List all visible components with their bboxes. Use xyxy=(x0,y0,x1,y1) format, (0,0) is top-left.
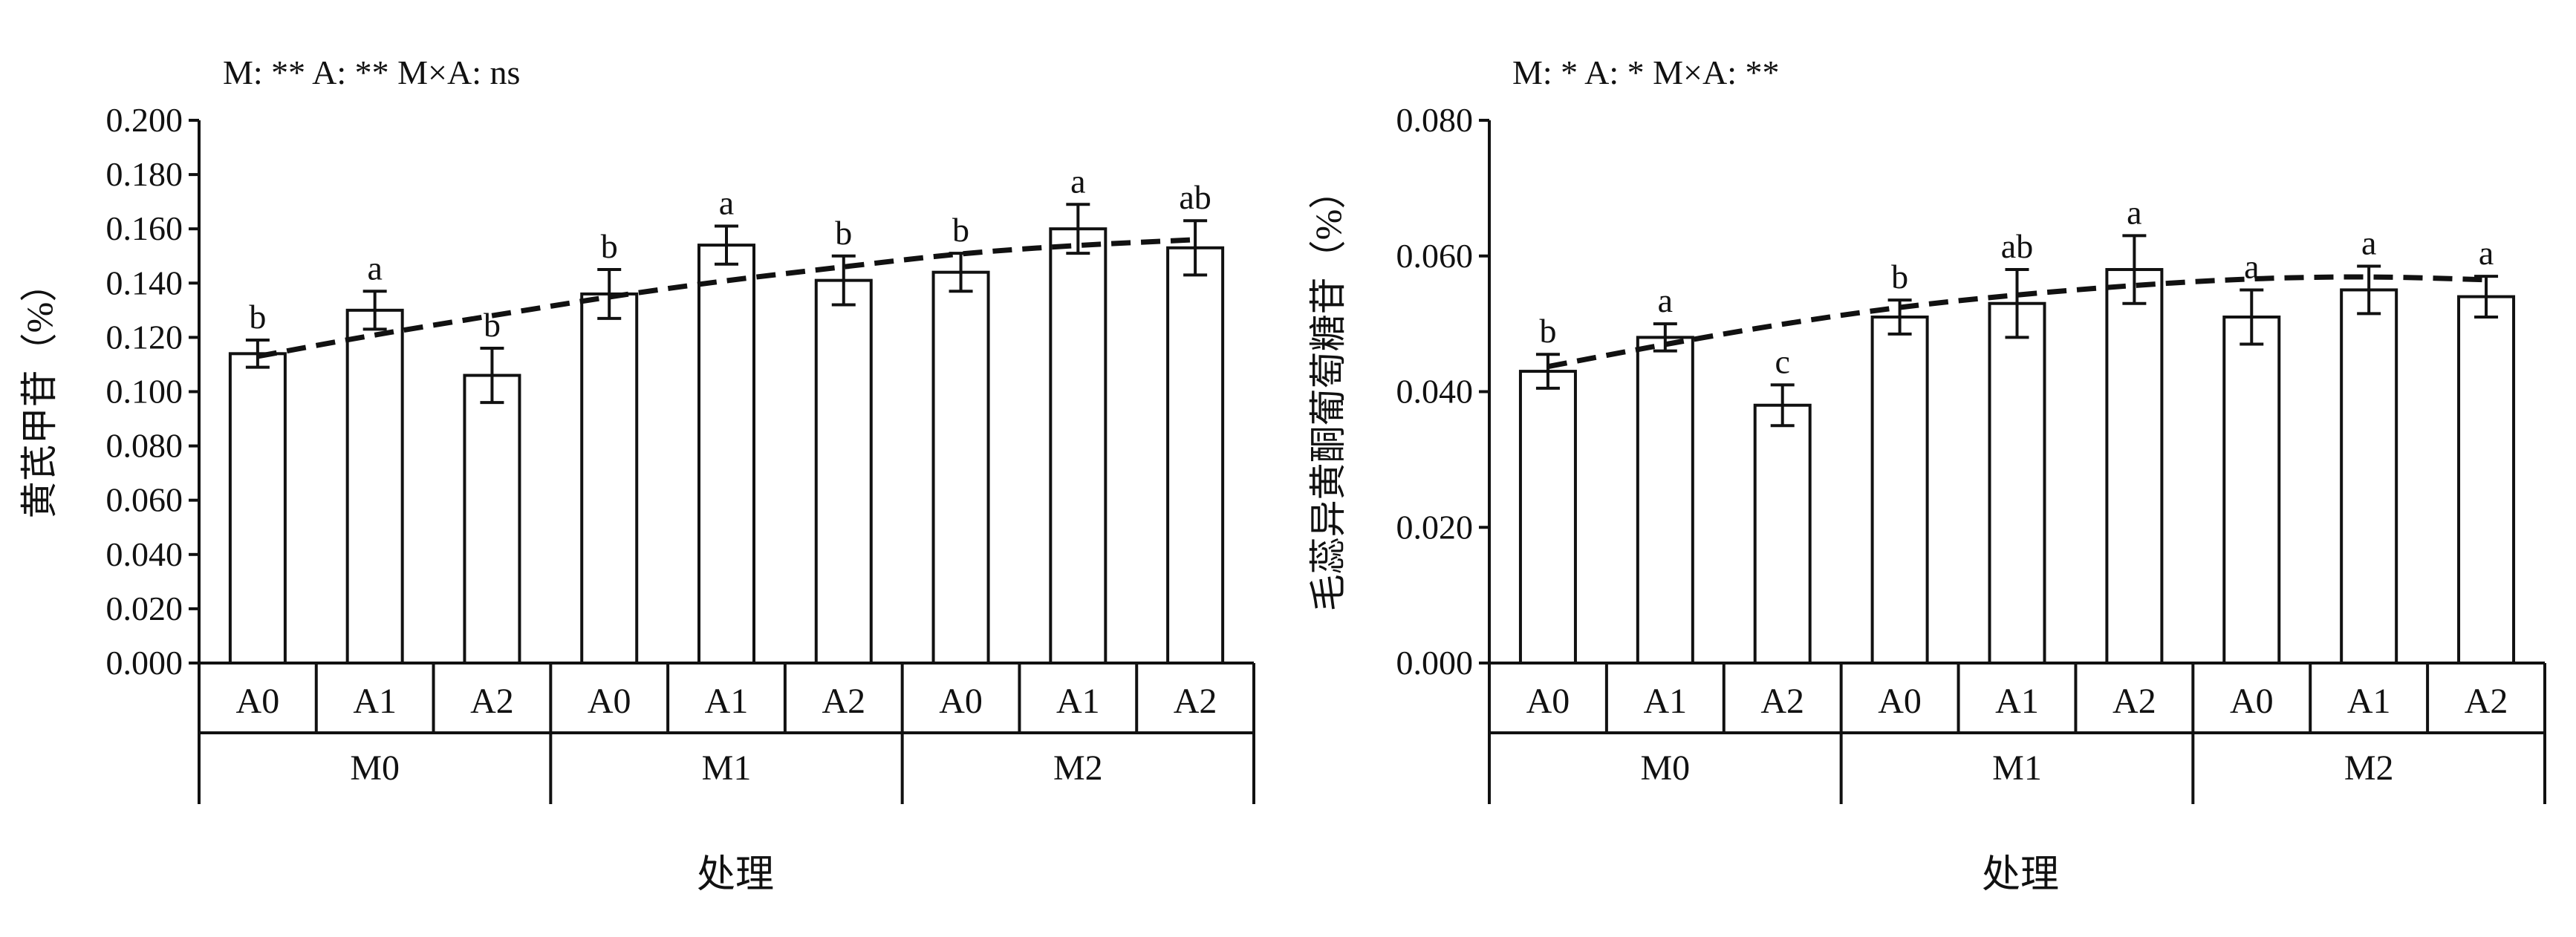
significance-letter: ab xyxy=(2001,227,2033,265)
bar xyxy=(1988,301,2046,665)
x-tick-label: A1 xyxy=(1995,682,2039,721)
bar xyxy=(1636,336,1694,665)
x-group-label: M0 xyxy=(350,748,400,788)
x-tick-label: A2 xyxy=(2465,682,2508,721)
bar xyxy=(1049,227,1108,665)
trend-line xyxy=(257,237,1196,359)
x-tick-label: A0 xyxy=(1878,682,1922,721)
x-tick-label: A1 xyxy=(705,682,749,721)
x-axis-label: 处理 xyxy=(1982,854,2059,896)
significance-letter: c xyxy=(1775,342,1790,380)
significance-letter: a xyxy=(719,184,734,222)
x-tick-label: A1 xyxy=(2347,682,2391,721)
y-tick-label: 0.020 xyxy=(106,590,183,627)
bar xyxy=(2340,288,2398,665)
significance-annotation: M: ** A: ** M×A: ns xyxy=(223,53,520,91)
x-tick-label: A0 xyxy=(1526,682,1570,721)
chart-panel-1: M: ** A: ** M×A: ns 0.000 0.020 0.040 0.060 0… xyxy=(19,53,1255,896)
y-tick-label: 0.080 xyxy=(106,427,183,465)
x-axis-label: 处理 xyxy=(697,854,774,896)
y-tick-label: 0.140 xyxy=(106,264,183,301)
x-tick-label: A1 xyxy=(353,682,397,721)
y-tick-label: 0.040 xyxy=(1396,373,1474,411)
x-tick-label: A2 xyxy=(822,682,865,721)
significance-letter: ab xyxy=(1179,178,1211,216)
significance-letter: b xyxy=(835,214,852,252)
significance-letter: a xyxy=(2127,193,2141,231)
bar xyxy=(931,270,990,665)
significance-letter: a xyxy=(2479,234,2494,272)
y-tick-label: 0.000 xyxy=(1396,644,1474,682)
bar xyxy=(2457,295,2516,665)
chart-panel-2: M: * A: * M×A: ** 0.000 0.020 0.040 0.060 0.0… xyxy=(1307,53,2546,896)
x-tick-label: A0 xyxy=(236,682,280,721)
significance-letter: b xyxy=(1539,312,1556,350)
significance-letter: a xyxy=(2361,223,2376,261)
bar xyxy=(697,244,755,665)
bar xyxy=(1166,246,1225,665)
significance-letter: a xyxy=(2244,247,2259,285)
significance-letter: a xyxy=(367,249,382,287)
x-group-label: M2 xyxy=(2344,748,2394,788)
y-tick-label: 0.020 xyxy=(1396,508,1474,546)
significance-letter: b xyxy=(601,227,618,265)
x-tick-label: A1 xyxy=(1643,682,1687,721)
x-group-label: M1 xyxy=(702,748,752,788)
bar xyxy=(463,373,521,665)
x-group-label: M1 xyxy=(1992,748,2042,788)
y-tick-label: 0.060 xyxy=(106,481,183,519)
x-tick-label: A2 xyxy=(2112,682,2156,721)
bar xyxy=(1518,370,1577,665)
significance-letter: a xyxy=(1070,162,1085,200)
x-tick-label: A2 xyxy=(1174,682,1217,721)
x-group-label: M0 xyxy=(1640,748,1690,788)
x-group-label: M2 xyxy=(1053,748,1103,788)
y-tick-label: 0.200 xyxy=(106,101,183,139)
bar xyxy=(1870,315,1929,665)
x-tick-label: A0 xyxy=(588,682,631,721)
y-tick-label: 0.100 xyxy=(106,373,183,411)
x-tick-label: A0 xyxy=(2230,682,2274,721)
bar xyxy=(1753,403,1812,665)
x-tick-label: A0 xyxy=(939,682,983,721)
significance-letter: b xyxy=(249,298,266,336)
bar xyxy=(814,278,873,665)
x-tick-label: A2 xyxy=(470,682,514,721)
y-tick-label: 0.040 xyxy=(106,535,183,573)
y-tick-label: 0.160 xyxy=(106,209,183,247)
bar xyxy=(580,292,639,665)
bar xyxy=(345,308,404,665)
y-tick-label: 0.080 xyxy=(1396,101,1474,139)
y-axis-label: 毛蕊异黄酮葡萄糖苷（%） xyxy=(1307,172,1349,612)
y-tick-label: 0.180 xyxy=(106,155,183,193)
x-tick-label: A2 xyxy=(1760,682,1804,721)
significance-letter: b xyxy=(484,306,501,344)
significance-letter: a xyxy=(1658,281,1673,319)
y-axis-label: 黄芪甲苷（%） xyxy=(19,265,60,519)
bar xyxy=(2105,268,2164,665)
y-tick-label: 0.120 xyxy=(106,318,183,356)
bar xyxy=(2222,315,2281,665)
significance-letter: b xyxy=(952,211,969,249)
bar xyxy=(228,352,287,665)
trend-line xyxy=(1547,274,2487,370)
y-tick-label: 0.060 xyxy=(1396,237,1474,275)
x-tick-label: A1 xyxy=(1056,682,1100,721)
y-tick-label: 0.000 xyxy=(106,644,183,682)
significance-letter: b xyxy=(1891,258,1908,296)
significance-annotation: M: * A: * M×A: ** xyxy=(1512,53,1780,91)
